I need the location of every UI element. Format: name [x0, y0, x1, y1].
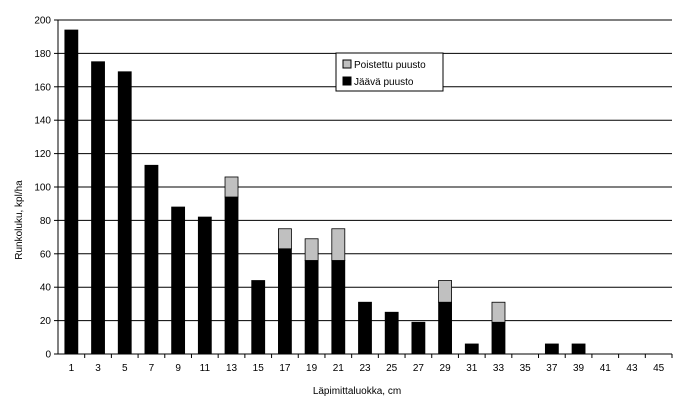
- y-tick-label: 100: [34, 183, 51, 194]
- x-tick-label: 43: [626, 363, 638, 374]
- x-tick-label: 1: [69, 363, 75, 374]
- legend-swatch-removed: [342, 59, 352, 69]
- y-axis-title: Runkoluku, kpl/ha: [14, 180, 25, 260]
- x-tick-label: 23: [359, 363, 371, 374]
- bar-remaining-11: [197, 216, 212, 355]
- bar-remaining-39: [571, 343, 586, 355]
- bar-remaining-9: [171, 206, 186, 355]
- x-axis-title: Läpimittaluokka, cm: [313, 386, 401, 397]
- bar-remaining-17: [278, 248, 292, 355]
- bar-remaining-13: [224, 196, 239, 355]
- x-tick-label: 7: [149, 363, 155, 374]
- bar-remaining-23: [358, 301, 372, 355]
- x-tick-label: 41: [600, 363, 612, 374]
- y-tick-label: 0: [45, 350, 51, 361]
- x-tick-label: 25: [386, 363, 398, 374]
- x-tick-label: 21: [333, 363, 345, 374]
- bar-remaining-15: [251, 280, 266, 355]
- x-tick-label: 27: [413, 363, 425, 374]
- bar-remaining-5: [117, 71, 132, 355]
- bars: [64, 29, 586, 355]
- y-tick-label: 180: [34, 49, 51, 60]
- bar-remaining-27: [411, 321, 426, 355]
- x-tick-label: 9: [175, 363, 181, 374]
- bar-remaining-25: [384, 311, 399, 355]
- bar-remaining-31: [464, 343, 479, 355]
- legend-label-removed: Poistettu puusto: [354, 60, 426, 71]
- bar-removed-13: [224, 176, 239, 198]
- bar-removed-19: [304, 238, 319, 261]
- y-tick-label: 120: [34, 149, 51, 160]
- bar-remaining-29: [438, 301, 452, 355]
- legend-label-remaining: Jäävä puusto: [354, 77, 414, 88]
- y-axis-ticks: 0 20 40 60 80 100 120 140 160 180 200: [34, 16, 58, 361]
- x-axis-ticks: 1 3 5 7 9 11 13 15 17 19 21 23 25 27 29 31 33 35 37 39 41 43 4…: [69, 354, 673, 374]
- legend-box: [335, 52, 444, 92]
- y-tick-label: 80: [40, 216, 52, 227]
- x-tick-label: 35: [520, 363, 532, 374]
- y-tick-label: 140: [34, 116, 51, 127]
- x-tick-label: 15: [253, 363, 265, 374]
- x-tick-label: 19: [306, 363, 318, 374]
- bar-removed-29: [438, 280, 452, 303]
- legend-swatch-remaining: [342, 76, 352, 86]
- bar-remaining-19: [304, 260, 319, 355]
- bar-removed-33: [491, 301, 506, 323]
- x-tick-label: 39: [573, 363, 585, 374]
- x-tick-label: 29: [440, 363, 452, 374]
- y-tick-label: 40: [40, 283, 52, 294]
- bar-removed-17: [278, 228, 292, 250]
- x-tick-label: 5: [122, 363, 128, 374]
- bar-remaining-7: [144, 164, 159, 355]
- y-tick-label: 20: [40, 316, 52, 327]
- x-tick-label: 11: [200, 363, 211, 374]
- bar-remaining-33: [491, 321, 506, 355]
- x-tick-label: 37: [546, 363, 558, 374]
- bar-remaining-3: [91, 61, 105, 355]
- bar-removed-21: [331, 228, 346, 261]
- y-tick-label: 200: [34, 16, 51, 27]
- legend: Poistettu puusto Jäävä puusto: [335, 52, 444, 92]
- bar-remaining-37: [544, 343, 559, 355]
- bar-remaining-1: [64, 29, 79, 355]
- y-tick-label: 160: [34, 82, 51, 93]
- x-tick-label: 33: [493, 363, 505, 374]
- y-tick-label: 60: [40, 249, 52, 260]
- x-tick-label: 31: [466, 363, 478, 374]
- bar-remaining-21: [331, 260, 346, 355]
- x-tick-label: 13: [226, 363, 238, 374]
- x-tick-label: 3: [95, 363, 101, 374]
- x-tick-label: 17: [279, 363, 291, 374]
- x-tick-label: 45: [653, 363, 665, 374]
